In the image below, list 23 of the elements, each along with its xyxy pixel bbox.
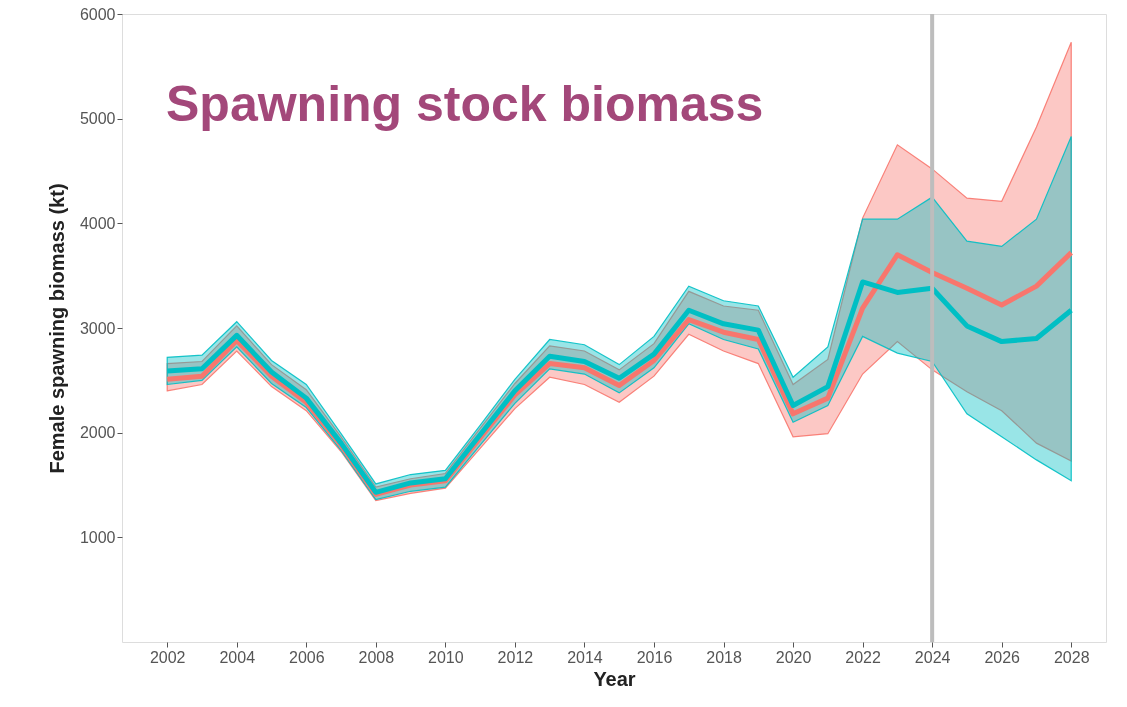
y-axis-title: Female spawning biomass (kt): [45, 183, 68, 474]
x-tick-label: 2004: [219, 648, 256, 666]
x-axis-title: Year: [593, 667, 636, 690]
x-tick-label: 2020: [775, 648, 812, 666]
x-tick-label: 2024: [914, 648, 951, 666]
x-tick-label: 2016: [636, 648, 673, 666]
x-tick-label: 2002: [149, 648, 186, 666]
x-tick-label: 2018: [706, 648, 742, 666]
x-tick-label: 2026: [984, 648, 1021, 666]
x-tick-label: 2010: [428, 648, 464, 666]
x-tick-label: 2022: [845, 648, 882, 666]
x-tick-label: 2028: [1053, 648, 1090, 666]
x-tick-label: 2014: [567, 648, 603, 666]
x-tick-label: 2006: [288, 648, 325, 666]
x-tick-label: 2012: [497, 648, 534, 666]
y-tick-label: 5000: [79, 110, 116, 128]
y-tick-label: 2000: [79, 424, 116, 442]
y-tick-label: 1000: [79, 528, 116, 546]
text: Spawning stock biomass: [166, 76, 764, 132]
y-tick-label: 6000: [79, 5, 116, 23]
x-tick-label: 2008: [358, 648, 395, 666]
y-tick-label: 4000: [79, 214, 116, 232]
y-tick-label: 3000: [79, 319, 116, 337]
